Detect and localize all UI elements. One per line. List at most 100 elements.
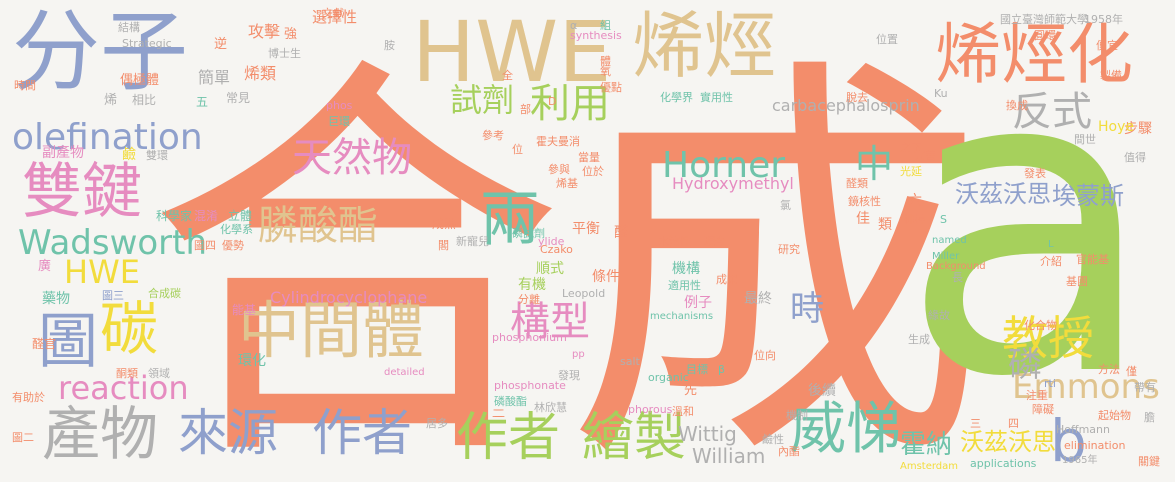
word-99: 目標 [686,363,708,376]
word-7: 雙鍵 [22,157,142,227]
word-52: 簡單 [198,68,231,87]
word-55: 相比 [132,93,157,107]
word-190: 組 [600,19,611,32]
word-16: 繪製 [582,408,687,468]
word-67: 廣 [38,259,52,274]
word-173: 烯基 [556,177,578,190]
word-75: 領域 [148,367,170,380]
word-142: 障礙 [1032,403,1054,416]
word-169: 霍夫曼消 [536,135,580,148]
word-146: 水溶性 [658,235,691,248]
word-158: 脫去 [846,91,868,104]
word-161: 實用性 [700,91,733,104]
word-101: phorous [628,403,673,416]
word-162: 位置 [876,33,898,46]
word-171: 位 [512,143,523,156]
word-122: 值得 [1124,151,1146,164]
word-39: Wittig [678,422,737,446]
word-64: 化學系 [220,223,253,236]
word-4: 烯烴 [632,4,777,88]
word-73: 醛官 [32,337,57,351]
word-37: 沃茲沃思 [960,428,1056,456]
word-100: β [718,363,726,376]
word-165: 製備 [1100,69,1122,82]
word-5: 烯烴化 [935,16,1133,93]
word-21: Horner [662,145,786,186]
word-22: 天然物 [292,135,412,181]
word-193: 居多 [426,417,448,430]
word-98: organic [648,371,689,384]
word-184: 胺 [384,39,395,52]
word-116: 1965年 [1062,455,1098,466]
word-167: 完善 [914,149,936,162]
word-93: mechanisms [650,311,714,322]
word-33: 時 [790,289,824,329]
word-191: 雙環 [146,149,168,162]
word-14: 作者 [312,404,412,462]
word-19: 教授 [1002,311,1094,365]
word-80: ylide [538,235,565,248]
word-132: Background [926,261,986,272]
word-124: 發表 [1024,167,1046,180]
word-139: 生成 [908,333,930,346]
word-126: 醛類 [846,177,868,190]
word-26: 試劑 [450,81,515,119]
word-187: 文獻 [322,7,344,20]
word-13: 來源 [178,404,278,462]
word-125: 光延 [900,165,922,178]
word-144: 研究 [778,243,800,256]
word-11: 中間體 [238,294,425,367]
word-110: 後續 [808,383,836,399]
word-23: 膦酸酯 [258,203,378,249]
word-25: 利用 [530,81,610,127]
word-88: 分離 [518,293,540,306]
word-152: S [940,213,947,226]
word-45: 選擇性 [312,8,358,26]
word-18: 威悌 [790,397,902,462]
word-10: 碳 [100,295,159,363]
word-102: 溫和 [672,405,694,418]
word-74: 酮類 [116,367,138,380]
word-66: 優勢 [222,239,244,252]
word-53: 偶極體 [120,73,160,88]
word-40: William [692,444,766,468]
word-188: synthesis [570,29,622,42]
word-29: Wadsworth [18,223,208,263]
word-137: 緣故 [928,309,950,322]
word-176: D [548,95,557,108]
word-164: 便宜 [1096,39,1118,52]
word-181: 體 [600,55,611,68]
word-119: 起始物 [1098,409,1131,422]
word-133: named [932,235,967,246]
word-68: 藥物 [42,291,70,307]
word-82: 磷試劑 [512,227,545,240]
word-47: 1958年 [1084,13,1123,26]
word-112: 鹼性 [762,433,784,446]
word-155: 帶有 [1134,381,1156,394]
word-36: 埃蒙斯 [1052,182,1124,210]
word-170: 參考 [482,129,504,142]
word-72: 環化 [238,353,266,369]
word-24: 兩 [480,185,540,255]
word-157: 換成 [1006,99,1028,112]
word-44: 攻擊 [248,22,281,41]
word-108: 二 [494,407,505,420]
word-107: detailed [384,367,425,378]
word-103: 先 [684,383,698,398]
word-129: 介紹 [1040,255,1062,268]
word-61: 科學家 [156,209,193,223]
word-130: 官能基 [1076,253,1109,266]
word-183: 巨環 [328,115,350,128]
word-92: 例子 [684,295,712,311]
word-42: Hydroxymethyl [672,174,794,193]
word-151: Hoye [1098,119,1134,135]
word-43: carbacephalosprin [772,96,920,115]
word-94: phosphonium [492,331,567,344]
word-168: 氯 [780,199,791,212]
word-20: Emmons [1012,367,1160,407]
word-150: 類 [878,217,892,233]
word-106: 磷酸酯 [494,395,527,408]
word-154: 僅 [1126,365,1137,378]
word-31: 反式 [1012,89,1092,135]
